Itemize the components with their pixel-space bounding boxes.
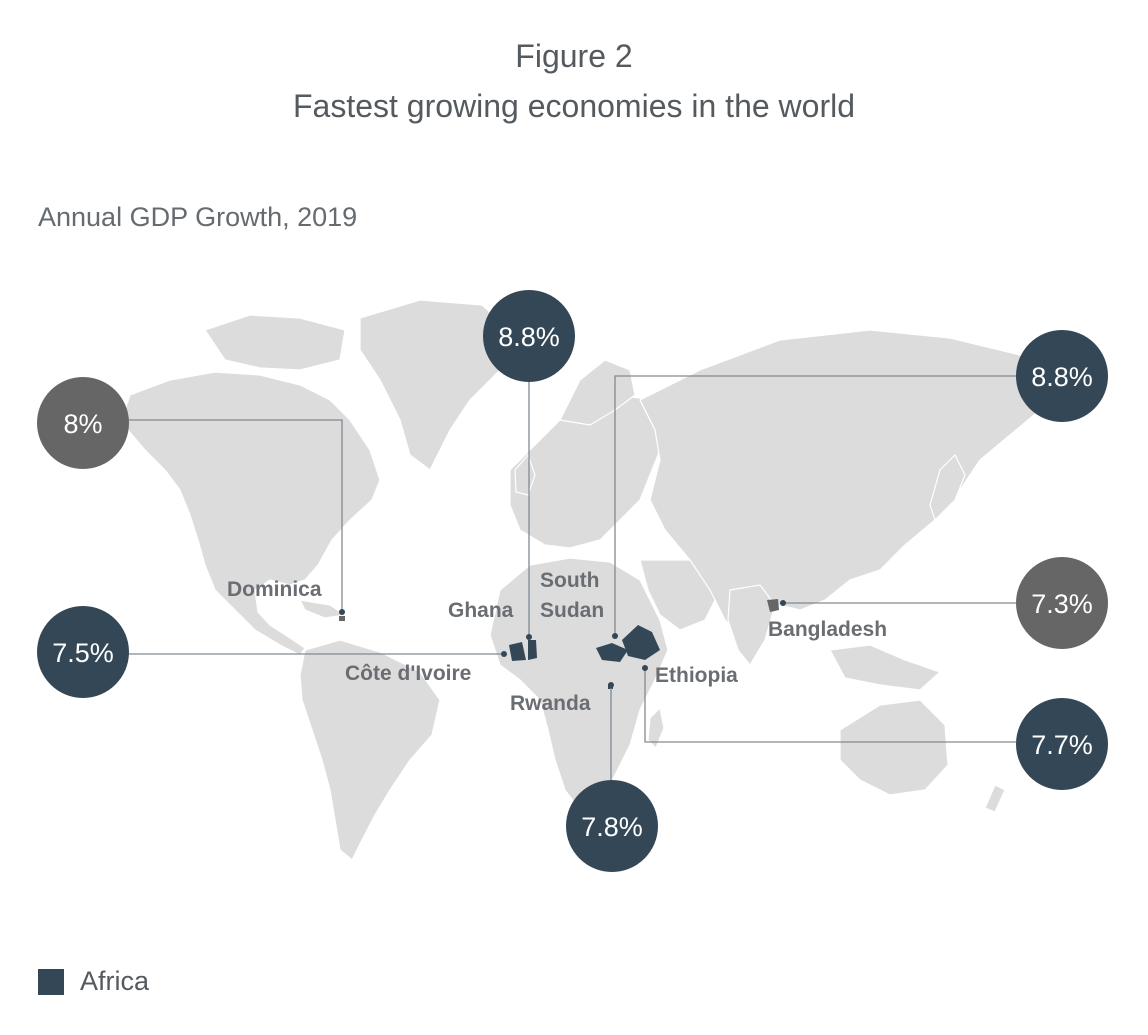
- highlight-cote-divoire: [509, 642, 526, 661]
- dot-bangladesh: [780, 600, 786, 606]
- leader-line-dominica: [128, 419, 343, 612]
- bubble-ethiopia-circle: [1016, 698, 1108, 790]
- highlighted-countries: [339, 599, 779, 689]
- bubble-south-sudan-circle: [1016, 330, 1108, 422]
- bubble-bangladesh-value: 7.3%: [1031, 589, 1093, 619]
- label-ethiopia: Ethiopia: [655, 664, 738, 687]
- bubble-ethiopia: 7.7%: [1016, 698, 1108, 790]
- highlight-ethiopia: [622, 625, 660, 660]
- land-madagascar: [647, 706, 665, 750]
- land-masses: [124, 299, 1051, 861]
- bubble-cote-divoire-value: 7.5%: [52, 638, 114, 668]
- bubble-ghana: 8.8%: [483, 290, 575, 382]
- bubble-rwanda: 7.8%: [566, 780, 658, 872]
- legend-swatch-africa: [38, 968, 64, 995]
- bubble-cote-divoire-circle: [37, 606, 129, 698]
- bubble-ghana-circle: [483, 290, 575, 382]
- highlight-south-sudan: [596, 643, 628, 662]
- label-rwanda: Rwanda: [510, 692, 591, 715]
- bubble-bangladesh: 7.3%: [1016, 557, 1108, 649]
- label-ghana: Ghana: [448, 599, 514, 622]
- bubble-south-sudan-value: 8.8%: [1031, 362, 1093, 392]
- label-cote-divoire: Côte d'Ivoire: [345, 662, 471, 685]
- land-africa: [489, 557, 669, 811]
- bubble-south-sudan: 8.8%: [1016, 330, 1108, 422]
- map-subtitle: Annual GDP Growth, 2019: [38, 202, 358, 232]
- dot-ghana: [526, 634, 532, 640]
- land-australia: [839, 699, 949, 796]
- bubble-dominica: 8%: [37, 377, 129, 469]
- dot-ethiopia: [642, 665, 648, 671]
- land-se-asia-islands: [829, 644, 942, 691]
- bubble-ghana-value: 8.8%: [498, 322, 560, 352]
- highlight-dominica: [339, 616, 345, 621]
- land-south-america: [299, 639, 441, 861]
- label-dominica: Dominica: [227, 578, 322, 601]
- bubble-bangladesh-circle: [1016, 557, 1108, 649]
- label-south-sudan-line2: Sudan: [540, 599, 604, 622]
- highlight-ghana: [528, 640, 537, 660]
- legend-label-africa: Africa: [80, 966, 150, 996]
- land-new-zealand: [984, 784, 1006, 813]
- land-north-america: [124, 371, 381, 656]
- bubble-rwanda-value: 7.8%: [581, 812, 643, 842]
- land-india: [727, 584, 776, 667]
- leader-line-south-sudan: [614, 375, 1018, 636]
- dot-rwanda: [608, 682, 614, 688]
- leader-line-ethiopia: [644, 668, 1016, 743]
- land-japan: [929, 453, 966, 522]
- land-asia: [639, 329, 1051, 641]
- figure-label: Figure 2: [515, 38, 633, 74]
- dot-south-sudan: [612, 633, 618, 639]
- highlight-bangladesh: [767, 599, 779, 612]
- dot-cote-divoire: [501, 651, 507, 657]
- leader-dots: [339, 600, 786, 688]
- figure-title: Fastest growing economies in the world: [292, 88, 856, 124]
- land-greenland: [359, 299, 511, 471]
- legend: Africa: [38, 966, 149, 997]
- land-caribbean: [298, 599, 347, 619]
- bubble-ethiopia-value: 7.7%: [1031, 730, 1093, 760]
- dot-dominica: [339, 609, 345, 615]
- bubble-rwanda-circle: [566, 780, 658, 872]
- leader-lines: [128, 375, 1018, 780]
- label-south-sudan-line1: South: [540, 569, 599, 592]
- land-arctic-islands: [204, 314, 346, 371]
- land-uk: [514, 453, 536, 496]
- label-bangladesh: Bangladesh: [768, 618, 887, 641]
- bubble-cote-divoire: 7.5%: [37, 606, 129, 698]
- bubble-dominica-circle: [37, 377, 129, 469]
- bubble-dominica-value: 8%: [63, 409, 102, 439]
